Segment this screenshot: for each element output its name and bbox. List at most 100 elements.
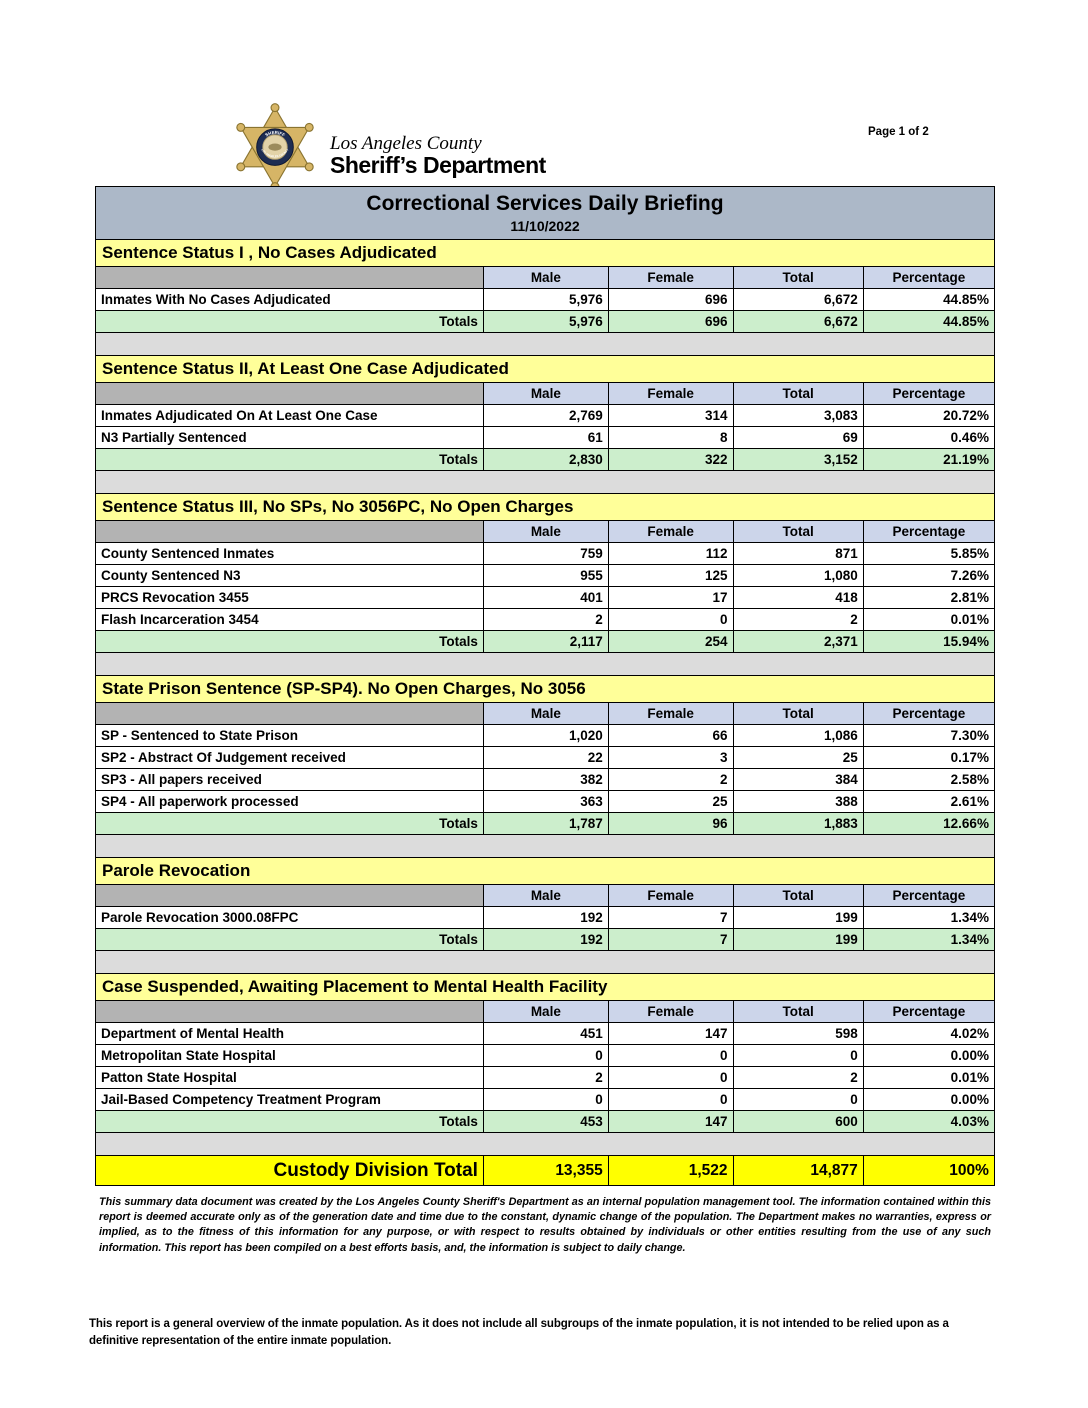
row-label: Parole Revocation 3000.08FPC: [96, 907, 484, 928]
percentage-value: 4.02%: [950, 1026, 989, 1041]
column-header-spacer: [96, 383, 484, 404]
female-value: 0: [609, 1067, 734, 1088]
table-row: Parole Revocation 3000.08FPC 192 7 199 1…: [96, 907, 994, 929]
percentage-total: 1.34%: [950, 932, 989, 947]
table-row: SP - Sentenced to State Prison 1,020 66 …: [96, 725, 994, 747]
totals-label: Totals: [96, 929, 484, 950]
row-label: Jail-Based Competency Treatment Program: [96, 1089, 484, 1110]
section-divider: [96, 951, 994, 973]
column-header-male: Male: [483, 703, 609, 724]
total-total: 6,672: [734, 311, 864, 332]
table-row: SP2 - Abstract Of Judgement received 22 …: [96, 747, 994, 769]
column-header-male: Male: [483, 1001, 609, 1022]
row-label: SP3 - All papers received: [96, 769, 484, 790]
table-row: Patton State Hospital 2 0 2 0.01%: [96, 1067, 994, 1089]
totals-label: Totals: [96, 813, 484, 834]
total-value: 2: [734, 609, 864, 630]
total-value: 388: [734, 791, 864, 812]
total-value: 1,080: [734, 565, 864, 586]
column-header-percentage: Percentage: [863, 521, 994, 542]
male-value: 192: [484, 907, 609, 928]
column-header-percentage: Percentage: [863, 267, 994, 288]
total-value: 6,672: [734, 289, 864, 310]
male-total: 453: [484, 1111, 609, 1132]
row-label: Patton State Hospital: [96, 1067, 484, 1088]
overview-note: This report is a general overview of the…: [89, 1317, 949, 1347]
row-label: Department of Mental Health: [96, 1023, 484, 1044]
male-value: 0: [484, 1045, 609, 1066]
grand-total-female: 1,522: [609, 1156, 734, 1185]
female-total: 696: [609, 311, 734, 332]
totals-row: Totals 2,830 322 3,152 21.19%: [96, 449, 994, 471]
percentage-value: 0.00%: [950, 1092, 989, 1107]
male-total: 2,830: [484, 449, 609, 470]
row-label: N3 Partially Sentenced: [96, 427, 484, 448]
row-label: SP2 - Abstract Of Judgement received: [96, 747, 484, 768]
column-header-row: Male Female Total Percentage: [96, 521, 994, 543]
male-value: 2,769: [484, 405, 609, 426]
total-total: 3,152: [734, 449, 864, 470]
total-value: 199: [734, 907, 864, 928]
report-date: 11/10/2022: [510, 218, 580, 234]
totals-row: Totals 192 7 199 1.34%: [96, 929, 994, 951]
percentage-value: 7.26%: [950, 568, 989, 583]
section-title: Sentence Status I , No Cases Adjudicated: [96, 239, 994, 267]
agency-logo: SHERIFF LOS ANGELES COUNTY Los Angeles C…: [228, 100, 546, 198]
totals-label: Totals: [96, 1111, 484, 1132]
percentage-total: 21.19%: [943, 452, 989, 467]
percentage-value: 5.85%: [950, 546, 989, 561]
male-total: 2,117: [484, 631, 609, 652]
row-label: SP4 - All paperwork processed: [96, 791, 484, 812]
male-value: 0: [484, 1089, 609, 1110]
percentage-total: 12.66%: [943, 816, 989, 831]
percentage-total: 44.85%: [943, 314, 989, 329]
table-row: PRCS Revocation 3455 401 17 418 2.81%: [96, 587, 994, 609]
total-total: 600: [734, 1111, 864, 1132]
row-label: Inmates Adjudicated On At Least One Case: [96, 405, 484, 426]
column-header-total: Total: [733, 703, 864, 724]
totals-row: Totals 5,976 696 6,672 44.85%: [96, 311, 994, 333]
percentage-value: 2.58%: [950, 772, 989, 787]
page-number: Page 1 of 2: [868, 126, 929, 138]
column-header-male: Male: [483, 521, 609, 542]
section-parole-revocation: Parole Revocation Male Female Total Perc…: [96, 857, 994, 951]
column-header-male: Male: [483, 885, 609, 906]
column-header-spacer: [96, 521, 484, 542]
female-value: 696: [609, 289, 734, 310]
section-state-prison-sentence: State Prison Sentence (SP-SP4). No Open …: [96, 675, 994, 835]
column-header-female: Female: [608, 521, 734, 542]
female-total: 96: [609, 813, 734, 834]
female-value: 7: [609, 907, 734, 928]
total-value: 69: [734, 427, 864, 448]
column-header-row: Male Female Total Percentage: [96, 703, 994, 725]
percentage-value: 0.00%: [950, 1048, 989, 1063]
percentage-value: 0.01%: [950, 1070, 989, 1085]
section-title: Case Suspended, Awaiting Placement to Me…: [96, 973, 994, 1001]
female-value: 8: [609, 427, 734, 448]
daily-briefing-table: Correctional Services Daily Briefing 11/…: [95, 186, 995, 1186]
row-label: County Sentenced Inmates: [96, 543, 484, 564]
table-row: Jail-Based Competency Treatment Program …: [96, 1089, 994, 1111]
total-total: 1,883: [734, 813, 864, 834]
percentage-total: 15.94%: [943, 634, 989, 649]
column-header-total: Total: [733, 885, 864, 906]
female-total: 147: [609, 1111, 734, 1132]
section-divider: [96, 1133, 994, 1155]
section-case-suspended-mental-health: Case Suspended, Awaiting Placement to Me…: [96, 973, 994, 1133]
female-value: 314: [609, 405, 734, 426]
male-value: 5,976: [484, 289, 609, 310]
column-header-row: Male Female Total Percentage: [96, 267, 994, 289]
percentage-value: 20.72%: [943, 408, 989, 423]
report-title: Correctional Services Daily Briefing: [366, 192, 724, 215]
row-label: SP - Sentenced to State Prison: [96, 725, 484, 746]
totals-row: Totals 1,787 96 1,883 12.66%: [96, 813, 994, 835]
male-value: 2: [484, 609, 609, 630]
grand-total-percentage: 100%: [949, 1162, 989, 1179]
female-value: 25: [609, 791, 734, 812]
female-total: 254: [609, 631, 734, 652]
female-value: 2: [609, 769, 734, 790]
totals-label: Totals: [96, 449, 484, 470]
total-value: 0: [734, 1089, 864, 1110]
column-header-female: Female: [608, 383, 734, 404]
